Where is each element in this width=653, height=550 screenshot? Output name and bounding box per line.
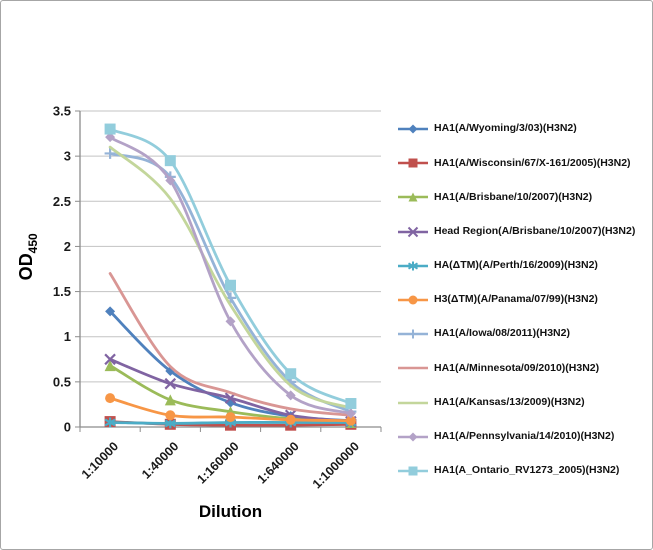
series-marker <box>408 192 418 202</box>
legend-marker-icon <box>398 192 428 202</box>
legend-marker-icon <box>398 295 428 305</box>
legend-item: HA1(A/Brisbane/10/2007)(H3N2) <box>397 180 651 214</box>
x-tick-label: 1:160000 <box>194 439 241 486</box>
legend-label: HA1(A/Wyoming/3/03)(H3N2) <box>434 122 577 135</box>
series-line <box>108 127 353 405</box>
series-marker <box>164 155 176 167</box>
legend-label: HA(ΔTM)(A/Perth/16/2009)(H3N2) <box>434 259 598 272</box>
x-tick-label: 1:1000000 <box>310 439 362 491</box>
legend: HA1(A/Wyoming/3/03)(H3N2) HA1(A/Wisconsin… <box>397 112 651 488</box>
series-marker <box>285 390 296 401</box>
series-marker <box>285 368 297 380</box>
series-marker <box>225 316 236 327</box>
y-tick-label: 1 <box>64 329 71 344</box>
legend-item: HA1(A/Kansas/13/2009)(H3N2) <box>397 386 651 420</box>
series-marker <box>408 124 418 134</box>
y-tick-label: 3.5 <box>53 104 71 119</box>
legend-marker-icon <box>398 401 428 404</box>
x-tick-label: 1:640000 <box>255 439 302 486</box>
series-marker <box>225 279 236 291</box>
legend-label: Head Region(A/Brisbane/10/2007)(H3N2) <box>434 224 636 237</box>
series-line <box>108 272 353 417</box>
y-tick-label: 0 <box>64 420 71 435</box>
series-marker <box>104 417 116 428</box>
legend-marker-icon <box>398 158 428 168</box>
series-marker <box>105 132 116 143</box>
legend-marker-icon <box>398 367 428 370</box>
legend-marker-icon <box>398 329 428 339</box>
y-tick-label: 0.5 <box>53 374 71 389</box>
series-marker <box>408 466 418 476</box>
legend-marker-icon <box>398 432 428 442</box>
legend-label: HA1(A/Wisconsin/67/X-161/2005)(H3N2) <box>434 156 631 169</box>
legend-item: Head Region(A/Brisbane/10/2007)(H3N2) <box>397 215 651 249</box>
series-marker <box>408 329 418 339</box>
series-marker <box>105 393 116 404</box>
y-axis-title: OD450 <box>16 202 40 312</box>
series-marker <box>104 147 116 159</box>
series-marker <box>104 353 116 366</box>
legend-item: HA1(A/Wyoming/3/03)(H3N2) <box>397 112 651 146</box>
x-axis-title: Dilution <box>198 502 263 521</box>
y-axis-title-main: OD <box>16 253 37 281</box>
series-line <box>108 145 353 410</box>
legend-label: HA1(A/Brisbane/10/2007)(H3N2) <box>434 190 593 203</box>
series-marker <box>408 432 418 442</box>
legend-label: H3(ΔTM)(A/Panama/07/99)(H3N2) <box>434 293 598 306</box>
series-marker <box>105 306 116 317</box>
series-marker <box>164 377 177 390</box>
legend-item: H3(ΔTM)(A/Panama/07/99)(H3N2) <box>397 283 651 317</box>
legend-item: HA1(A_Ontario_RV1273_2005)(H3N2) <box>397 454 651 488</box>
series-line <box>108 135 353 415</box>
legend-item: HA(ΔTM)(A/Perth/16/2009)(H3N2) <box>397 249 651 283</box>
series-marker <box>345 408 356 419</box>
legend-marker-icon <box>398 261 428 271</box>
series-marker <box>225 412 236 423</box>
series-marker <box>285 414 296 425</box>
series-marker <box>407 261 419 271</box>
legend-item: HA1(A/Pennsylvania/14/2010)(H3N2) <box>397 420 651 454</box>
series-marker <box>407 226 419 237</box>
legend-item: HA1(A/Iowa/08/2011)(H3N2) <box>397 317 651 351</box>
legend-marker-icon <box>398 124 428 134</box>
y-axis-title-sub: 450 <box>25 233 40 254</box>
legend-marker-icon <box>398 226 428 237</box>
x-tick-label: 1:10000 <box>79 439 121 481</box>
legend-label: HA1(A_Ontario_RV1273_2005)(H3N2) <box>434 464 620 477</box>
series-marker <box>408 158 418 168</box>
y-tick-label: 3 <box>64 149 71 164</box>
legend-label: HA1(A/Kansas/13/2009)(H3N2) <box>434 395 585 408</box>
series-marker <box>165 410 176 421</box>
legend-item: HA1(A/Wisconsin/67/X-161/2005)(H3N2) <box>397 146 651 180</box>
legend-item: HA1(A/Minnesota/09/2010)(H3N2) <box>397 351 651 385</box>
series-marker <box>164 394 176 406</box>
legend-label: HA1(A/Iowa/08/2011)(H3N2) <box>434 327 570 340</box>
y-tick-label: 2.5 <box>53 194 71 209</box>
x-tick-label: 1:40000 <box>139 439 181 481</box>
legend-label: HA1(A/Minnesota/09/2010)(H3N2) <box>434 361 600 374</box>
legend-marker-icon <box>398 466 428 476</box>
series-marker <box>345 415 356 426</box>
series-marker <box>165 175 176 186</box>
series-marker <box>345 398 357 410</box>
series-marker <box>104 360 116 372</box>
series-marker <box>104 123 116 135</box>
series-marker <box>408 295 418 305</box>
y-tick-label: 2 <box>64 239 71 254</box>
y-tick-label: 1.5 <box>53 284 71 299</box>
legend-label: HA1(A/Pennsylvania/14/2010)(H3N2) <box>434 430 615 442</box>
